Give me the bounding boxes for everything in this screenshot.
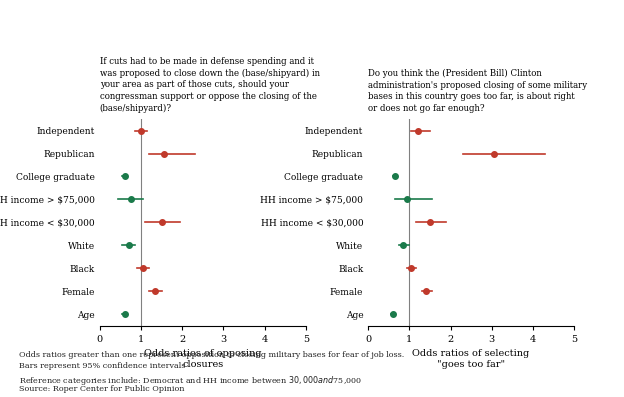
Text: Bars represent 95% confidence intervals: Bars represent 95% confidence intervals [19, 362, 185, 370]
X-axis label: Odds ratios of opposing
closures: Odds ratios of opposing closures [144, 349, 261, 368]
Text: Source: Roper Center for Public Opinion: Source: Roper Center for Public Opinion [19, 385, 184, 393]
Text: Do you think the (President Bill) Clinton
administration's proposed closing of s: Do you think the (President Bill) Clinto… [368, 69, 587, 113]
X-axis label: Odds ratios of selecting
"goes too far": Odds ratios of selecting "goes too far" [412, 349, 530, 368]
Text: If cuts had to be made in defense spending and it
was proposed to close down the: If cuts had to be made in defense spendi… [100, 57, 320, 113]
Text: Odds ratios greater than one represent opposition to closing military bases for : Odds ratios greater than one represent o… [19, 351, 404, 359]
Text: Reference categories include: Democrat and HH income between $30,000 and $75,000: Reference categories include: Democrat a… [19, 374, 362, 387]
